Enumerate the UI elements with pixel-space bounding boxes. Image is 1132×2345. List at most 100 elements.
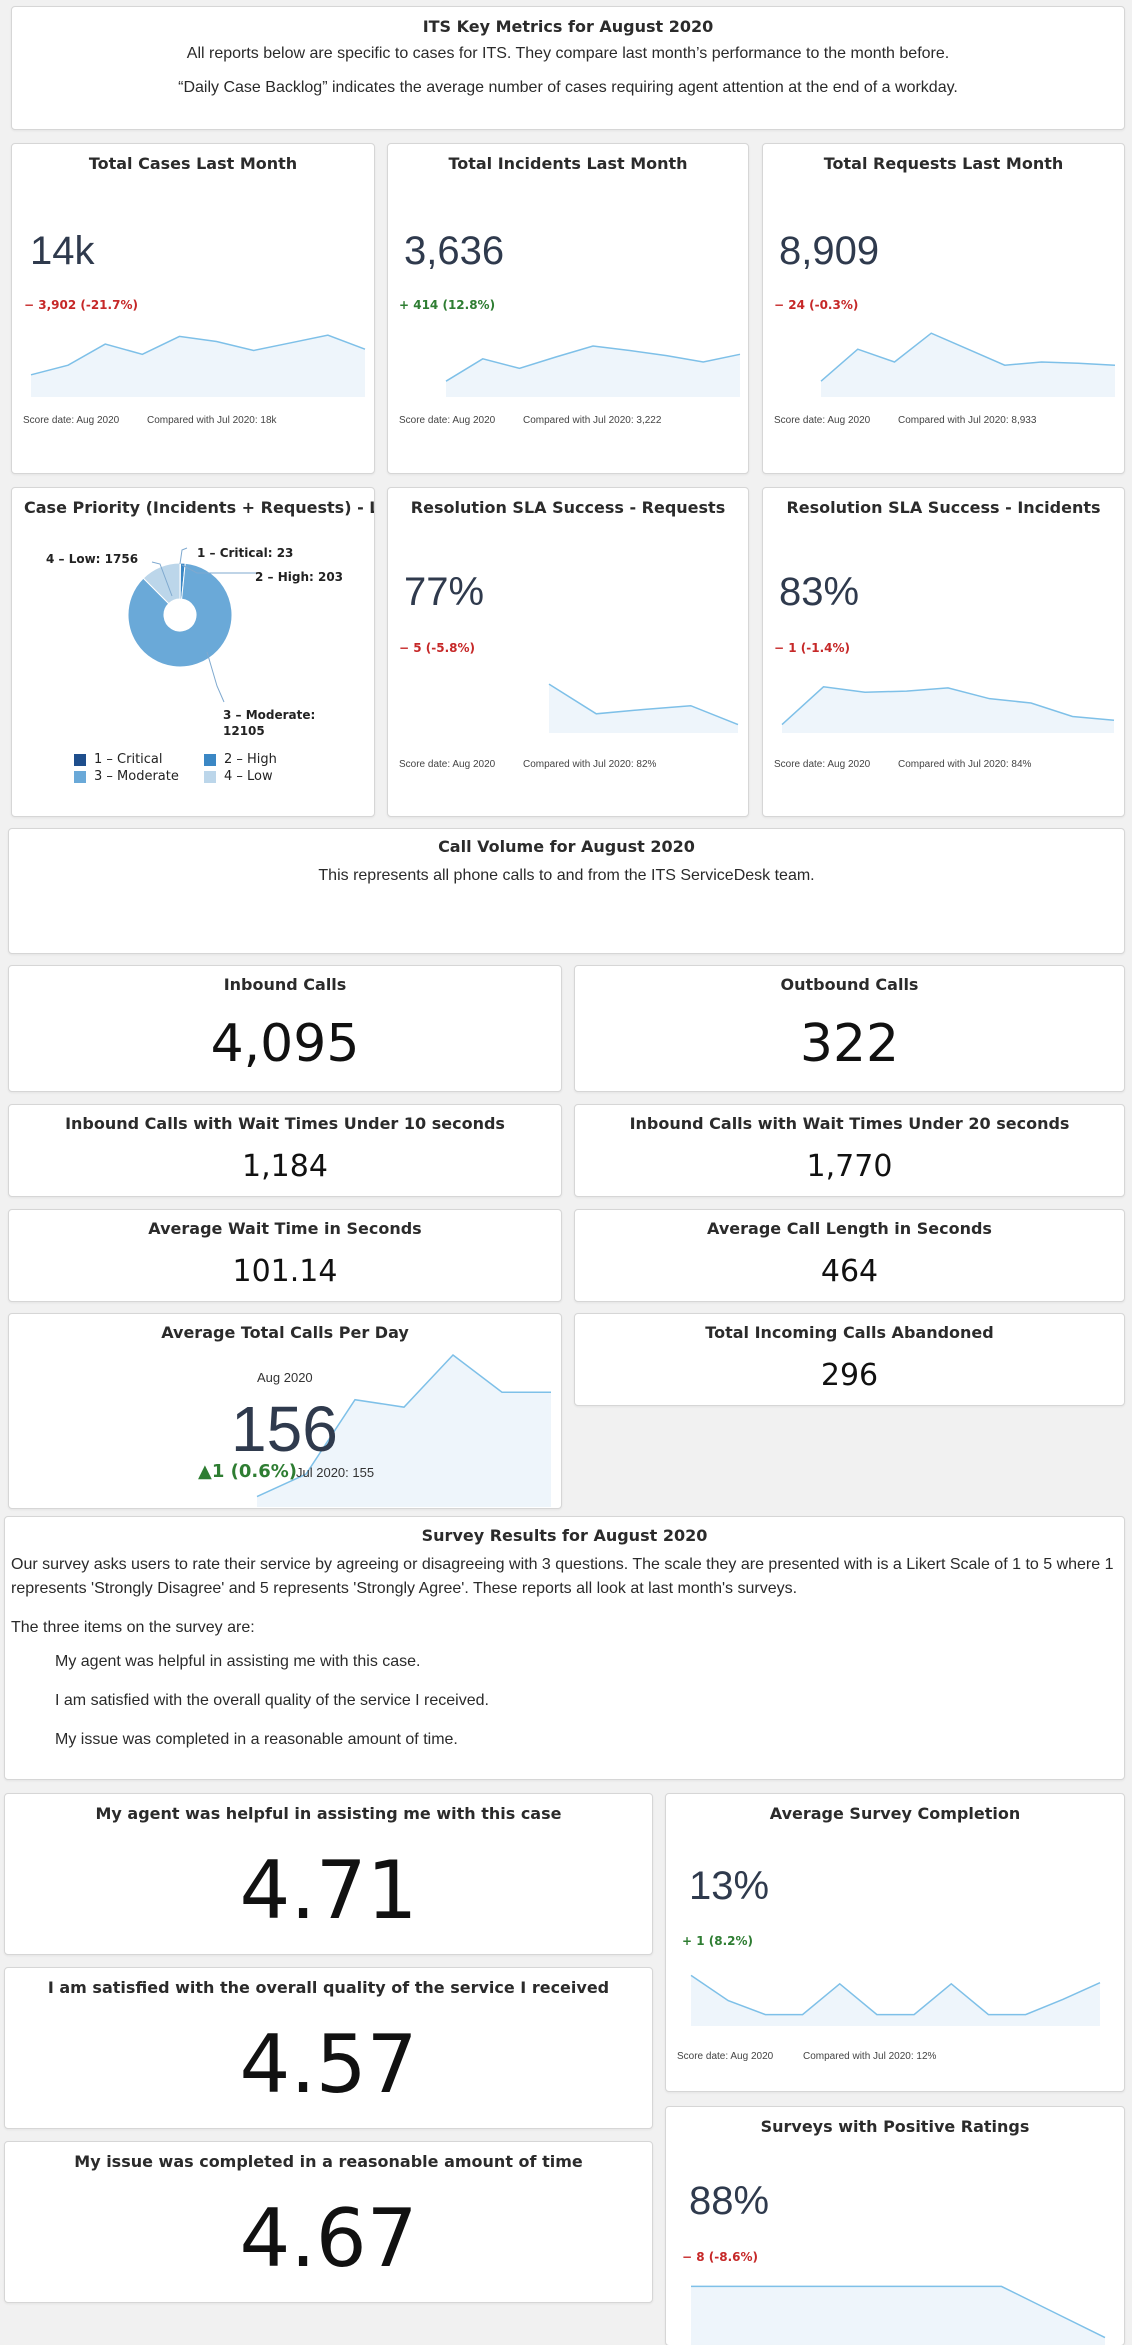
kpi-title: Total Cases Last Month: [88, 154, 298, 173]
tile-calls-abandoned[interactable]: Total Incoming Calls Abandoned 296: [574, 1313, 1125, 1406]
tile-value: 156: [231, 1393, 338, 1465]
tile-value: 1,184: [242, 1149, 328, 1184]
kpi-value: 3,636: [404, 229, 505, 273]
kpi-card-total-cases[interactable]: Total Cases Last Month 14k − 3,902 (-21.…: [11, 143, 375, 474]
survey-item: I am satisfied with the overall quality …: [55, 1692, 489, 1709]
kpi-card-sla-incidents[interactable]: Resolution SLA Success - Incidents 83% −…: [762, 487, 1125, 817]
kpi-value: 88%: [689, 2179, 770, 2223]
header-line-1: All reports below are specific to cases …: [186, 45, 950, 62]
score-value: 4.71: [239, 1844, 418, 1937]
tile-average-call-length[interactable]: Average Call Length in Seconds 464: [574, 1209, 1125, 1302]
pie-leader-line: [206, 651, 225, 703]
tile-value: 1,770: [806, 1149, 893, 1184]
score-date: Score date: Aug 2020: [677, 2051, 774, 2062]
kpi-card-sla-requests[interactable]: Resolution SLA Success - Requests 77% − …: [387, 487, 749, 817]
header-line-2: “Daily Case Backlog” indicates the avera…: [178, 79, 958, 96]
chart-legend: 1 – Critical 2 – High 3 – Moderate 4 – L…: [74, 752, 334, 784]
kpi-sparkline: [30, 334, 366, 397]
legend-swatch: [74, 770, 86, 783]
tile-title: Average Total Calls Per Day: [161, 1323, 409, 1342]
sparkline-area: [446, 346, 740, 397]
legend-item-moderate[interactable]: 3 – Moderate: [74, 769, 204, 784]
score-title: My agent was helpful in assisting me wit…: [95, 1804, 562, 1823]
kpi-title: Surveys with Positive Ratings: [760, 2117, 1030, 2136]
kpi-sparkline: [690, 1974, 1101, 2026]
call-volume-card: Call Volume for August 2020 This represe…: [8, 828, 1125, 954]
tile-compare: Jul 2020: 155: [296, 1465, 375, 1480]
compared-with: Compared with Jul 2020: 18k: [147, 415, 277, 426]
sparkline-line: [445, 345, 741, 382]
kpi-title: Total Incidents Last Month: [448, 154, 688, 173]
kpi-delta: − 5 (-5.8%): [399, 641, 475, 655]
kpi-sparkline: [445, 345, 741, 397]
pie-label-moderate: 3 – Moderate:: [223, 708, 316, 722]
kpi-sparkline: [548, 683, 739, 733]
kpi-sparkline: [691, 2285, 1106, 2345]
kpi-delta: − 8 (-8.6%): [682, 2250, 758, 2264]
chart-title: Case Priority (Incidents + Requests) - L…: [24, 498, 374, 517]
legend-swatch: [204, 753, 216, 766]
tile-wait-under-10[interactable]: Inbound Calls with Wait Times Under 10 s…: [8, 1104, 562, 1197]
pie-leader-line: [181, 564, 257, 574]
score-value: 4.67: [239, 2192, 418, 2285]
tile-outbound-calls[interactable]: Outbound Calls 322: [574, 965, 1125, 1092]
kpi-value: 14k: [30, 229, 95, 273]
tile-average-calls-per-day[interactable]: Average Total Calls Per Day Aug 2020 156…: [8, 1313, 562, 1509]
compared-with: Compared with Jul 2020: 82%: [523, 759, 657, 770]
calls-per-day-sparkline: [256, 1353, 551, 1507]
kpi-card-total-incidents[interactable]: Total Incidents Last Month 3,636 + 414 (…: [387, 143, 749, 474]
pie-label-high: 2 – High: 203: [255, 570, 344, 584]
score-card-helpful[interactable]: My agent was helpful in assisting me wit…: [4, 1793, 653, 1955]
kpi-delta: − 3,902 (-21.7%): [24, 298, 138, 312]
sparkline-area: [691, 2286, 1105, 2345]
kpi-card-survey-completion[interactable]: Average Survey Completion 13% + 1 (8.2%)…: [665, 1793, 1125, 2092]
survey-card: Survey Results for August 2020 Our surve…: [4, 1516, 1125, 1780]
score-date: Score date: Aug 2020: [399, 415, 496, 426]
legend-label: 4 – Low: [224, 769, 273, 784]
tile-title: Average Wait Time in Seconds: [148, 1219, 422, 1238]
sparkline-line: [548, 683, 739, 726]
tile-wait-under-20[interactable]: Inbound Calls with Wait Times Under 20 s…: [574, 1104, 1125, 1197]
priority-donut[interactable]: [12, 518, 375, 748]
kpi-delta: + 414 (12.8%): [399, 298, 496, 312]
pie-label-low: 4 – Low: 1756: [46, 552, 139, 566]
kpi-card-positive-ratings[interactable]: Surveys with Positive Ratings 88% − 8 (-…: [665, 2106, 1125, 2345]
tile-average-wait[interactable]: Average Wait Time in Seconds 101.14: [8, 1209, 562, 1302]
compared-with: Compared with Jul 2020: 12%: [803, 2051, 937, 2062]
score-title: My issue was completed in a reasonable a…: [74, 2152, 583, 2171]
kpi-value: 77%: [404, 570, 485, 614]
section-subtitle: This represents all phone calls to and f…: [318, 867, 815, 884]
score-date: Score date: Aug 2020: [399, 759, 496, 770]
score-value: 4.57: [239, 2018, 418, 2111]
score-card-satisfied[interactable]: I am satisfied with the overall quality …: [4, 1967, 653, 2129]
tile-title: Inbound Calls: [223, 975, 347, 994]
score-date: Score date: Aug 2020: [774, 415, 871, 426]
legend-label: 1 – Critical: [94, 752, 163, 767]
section-title: Call Volume for August 2020: [438, 837, 695, 856]
sparkline-line: [781, 686, 1115, 726]
period-label: Aug 2020: [257, 1370, 313, 1385]
sparkline-area: [549, 684, 738, 733]
legend-item-low[interactable]: 4 – Low: [204, 769, 334, 784]
score-card-timely[interactable]: My issue was completed in a reasonable a…: [4, 2141, 653, 2303]
kpi-value: 83%: [779, 570, 860, 614]
pie-leader-line: [179, 547, 188, 565]
tile-value: 296: [820, 1358, 879, 1393]
kpi-title: Resolution SLA Success - Requests: [410, 498, 726, 517]
kpi-title: Resolution SLA Success - Incidents: [786, 498, 1101, 517]
kpi-card-total-requests[interactable]: Total Requests Last Month 8,909 − 24 (-0…: [762, 143, 1125, 474]
priority-chart-card[interactable]: Case Priority (Incidents + Requests) - L…: [11, 487, 375, 817]
legend-label: 2 – High: [224, 752, 277, 767]
pie-label-moderate-value: 12105: [223, 724, 265, 738]
tile-inbound-calls[interactable]: Inbound Calls 4,095: [8, 965, 562, 1092]
score-date: Score date: Aug 2020: [23, 415, 120, 426]
tile-title: Outbound Calls: [780, 975, 919, 994]
legend-label: 3 – Moderate: [94, 769, 179, 784]
survey-item: My issue was completed in a reasonable a…: [55, 1731, 458, 1748]
legend-item-high[interactable]: 2 – High: [204, 752, 334, 767]
legend-item-critical[interactable]: 1 – Critical: [74, 752, 204, 767]
sparkline-line: [690, 1974, 1101, 2016]
header-card: ITS Key Metrics for August 2020 All repo…: [11, 6, 1125, 130]
kpi-delta: − 1 (-1.4%): [774, 641, 850, 655]
page-title: ITS Key Metrics for August 2020: [422, 17, 714, 36]
